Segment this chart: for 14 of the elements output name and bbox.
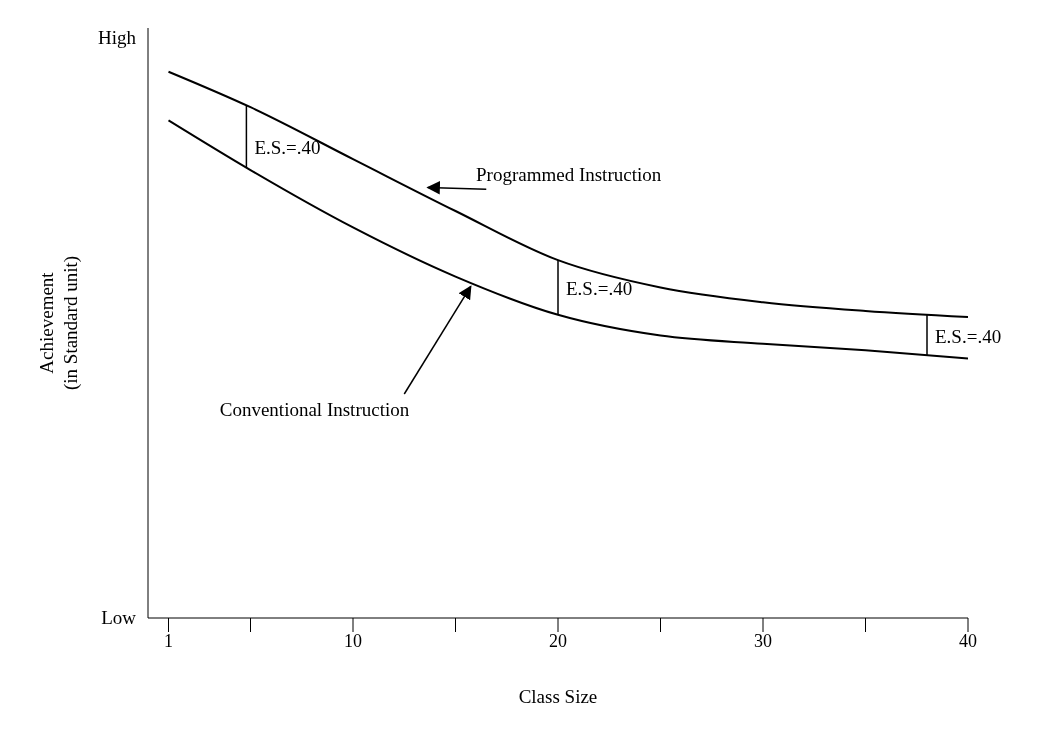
text: Low — [101, 607, 137, 628]
x-tick-label: 30 — [754, 630, 772, 651]
x-tick-label: 20 — [549, 630, 567, 651]
y-axis-title: Achievement (in Standard unit) — [36, 255, 82, 391]
x-tick-label: 1 — [164, 630, 173, 651]
series-label: Programmed Instruction — [476, 163, 662, 185]
annotation: E.S.=.40 — [566, 278, 633, 300]
text: High — [98, 27, 137, 48]
text: Conventional Instruction — [219, 398, 410, 420]
annotation: E.S.=.40 — [935, 325, 1002, 347]
x-axis-title: Class Size — [518, 686, 598, 707]
annotation: E.S.=.40 — [254, 137, 321, 159]
x-tick-label: 40 — [959, 630, 977, 651]
x-tick-label: 10 — [344, 630, 362, 651]
